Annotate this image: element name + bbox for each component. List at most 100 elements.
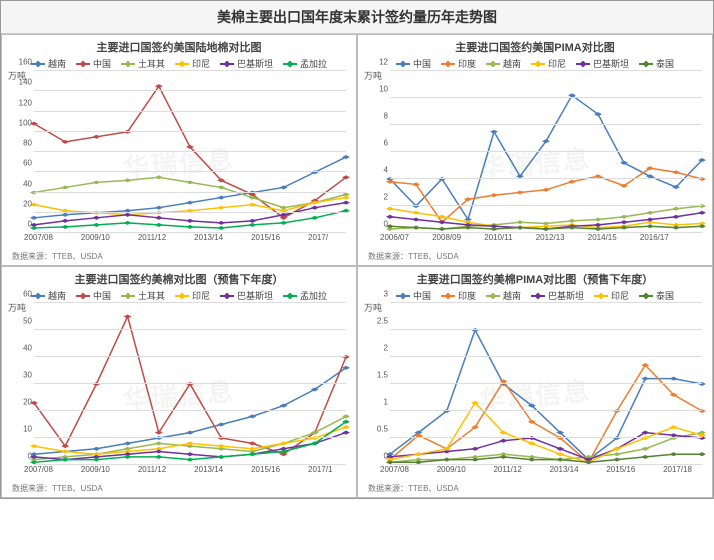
series-marker bbox=[186, 441, 194, 445]
legend-swatch bbox=[175, 295, 189, 297]
grid-line bbox=[390, 70, 702, 71]
grid-line bbox=[34, 192, 346, 193]
series-marker bbox=[124, 221, 132, 225]
grid-line bbox=[390, 410, 702, 411]
series-marker bbox=[646, 217, 654, 221]
x-tick-label: 2009/10 bbox=[81, 465, 110, 483]
series-marker bbox=[155, 175, 163, 179]
legend-label: 中国 bbox=[413, 289, 431, 302]
chart-panel: 主要进口国签约美国陆地棉对比图越南中国土耳其印尼巴基斯坦孟加拉万吨华瑞信息020… bbox=[1, 34, 357, 266]
y-tick-label: 2.5 bbox=[366, 317, 388, 326]
x-tick-label: 2012/13 bbox=[536, 233, 565, 251]
x-tick-label bbox=[409, 233, 432, 251]
series-line bbox=[390, 330, 702, 460]
series-marker bbox=[30, 444, 38, 448]
y-tick-label: 2 bbox=[366, 193, 388, 202]
legend-swatch bbox=[486, 295, 500, 297]
series-marker bbox=[464, 197, 472, 201]
panel-title: 主要进口国签约美棉PIMA对比图（预售下年度） bbox=[364, 271, 706, 287]
grid-line bbox=[34, 131, 346, 132]
series-marker bbox=[490, 130, 498, 134]
legend-swatch bbox=[283, 63, 297, 65]
series-marker bbox=[155, 216, 163, 220]
series-marker bbox=[438, 227, 446, 231]
series-marker bbox=[672, 226, 680, 230]
grid-line bbox=[34, 151, 346, 152]
y-tick-label: 60 bbox=[10, 159, 32, 168]
x-tick-label bbox=[565, 233, 588, 251]
x-tick-label: 2017/18 bbox=[663, 465, 692, 483]
legend-item: 巴基斯坦 bbox=[220, 289, 273, 302]
legend-swatch bbox=[76, 295, 90, 297]
series-marker bbox=[698, 452, 706, 456]
series-marker bbox=[248, 452, 256, 456]
grid-line bbox=[390, 97, 702, 98]
legend-label: 土耳其 bbox=[138, 289, 165, 302]
legend-item: 中国 bbox=[76, 57, 111, 70]
series-marker bbox=[613, 452, 621, 456]
x-tick-label bbox=[513, 233, 536, 251]
legend-item: 孟加拉 bbox=[283, 289, 327, 302]
x-tick-label bbox=[280, 465, 308, 483]
grid-line bbox=[34, 383, 346, 384]
legend-item: 印度 bbox=[441, 57, 476, 70]
x-axis: 2007/082009/102011/122013/142015/162017/… bbox=[34, 465, 346, 483]
legend-label: 越南 bbox=[48, 289, 66, 302]
series-marker bbox=[155, 441, 163, 445]
x-tick-label: 2014/15 bbox=[588, 233, 617, 251]
main-title: 美棉主要出口国年度末累计签约量历年走势图 bbox=[1, 1, 713, 34]
legend-label: 印尼 bbox=[192, 57, 210, 70]
chart-area: 0204060801001201401602007/082009/102011/… bbox=[34, 71, 346, 251]
series-line bbox=[390, 403, 702, 462]
chart-svg bbox=[34, 71, 346, 233]
grid-line bbox=[390, 437, 702, 438]
x-tick-label bbox=[280, 233, 308, 251]
series-marker bbox=[471, 458, 479, 462]
legend-swatch bbox=[396, 63, 410, 65]
chart-area: 00.511.522.532007/082009/102011/122013/1… bbox=[390, 303, 702, 483]
legend-label: 中国 bbox=[93, 57, 111, 70]
legend-item: 越南 bbox=[31, 57, 66, 70]
y-tick-label: 60 bbox=[10, 290, 32, 299]
legend-swatch bbox=[121, 63, 135, 65]
x-tick-label bbox=[223, 465, 251, 483]
grid-line bbox=[34, 212, 346, 213]
series-marker bbox=[516, 226, 524, 230]
x-axis: 2006/072008/092010/112012/132014/152016/… bbox=[390, 233, 702, 251]
series-marker bbox=[217, 221, 225, 225]
series-marker bbox=[556, 458, 564, 462]
y-tick-label: 50 bbox=[10, 317, 32, 326]
legend-label: 巴基斯坦 bbox=[548, 289, 584, 302]
y-tick-label: 40 bbox=[10, 344, 32, 353]
legend-label: 土耳其 bbox=[138, 57, 165, 70]
series-marker bbox=[92, 223, 100, 227]
y-tick-label: 10 bbox=[10, 425, 32, 434]
plot-area: 00.511.522.53 bbox=[390, 303, 702, 465]
series-marker bbox=[556, 431, 564, 435]
legend-item: 越南 bbox=[486, 289, 521, 302]
legend-item: 印度 bbox=[441, 289, 476, 302]
grid-line bbox=[34, 356, 346, 357]
y-tick-label: 3 bbox=[366, 290, 388, 299]
grid-line bbox=[34, 111, 346, 112]
legend-item: 土耳其 bbox=[121, 289, 165, 302]
series-marker bbox=[155, 455, 163, 459]
chart-svg bbox=[390, 303, 702, 465]
y-tick-label: 0.5 bbox=[366, 425, 388, 434]
y-tick-label: 6 bbox=[366, 139, 388, 148]
series-marker bbox=[386, 207, 394, 211]
panel-title: 主要进口国签约美棉对比图（预售下年度） bbox=[8, 271, 350, 287]
series-marker bbox=[438, 220, 446, 224]
legend-label: 巴基斯坦 bbox=[593, 57, 629, 70]
legend-item: 泰国 bbox=[639, 57, 674, 70]
legend-label: 越南 bbox=[503, 57, 521, 70]
series-marker bbox=[92, 180, 100, 184]
y-tick-label: 2 bbox=[366, 344, 388, 353]
legend-swatch bbox=[531, 295, 545, 297]
y-tick-label: 12 bbox=[366, 58, 388, 67]
y-tick-label: 100 bbox=[10, 118, 32, 127]
x-tick-label: 2011/12 bbox=[138, 233, 166, 251]
x-tick-label: 2007/08 bbox=[24, 465, 53, 483]
x-tick-label: 2016/17 bbox=[640, 233, 669, 251]
series-marker bbox=[342, 196, 350, 200]
